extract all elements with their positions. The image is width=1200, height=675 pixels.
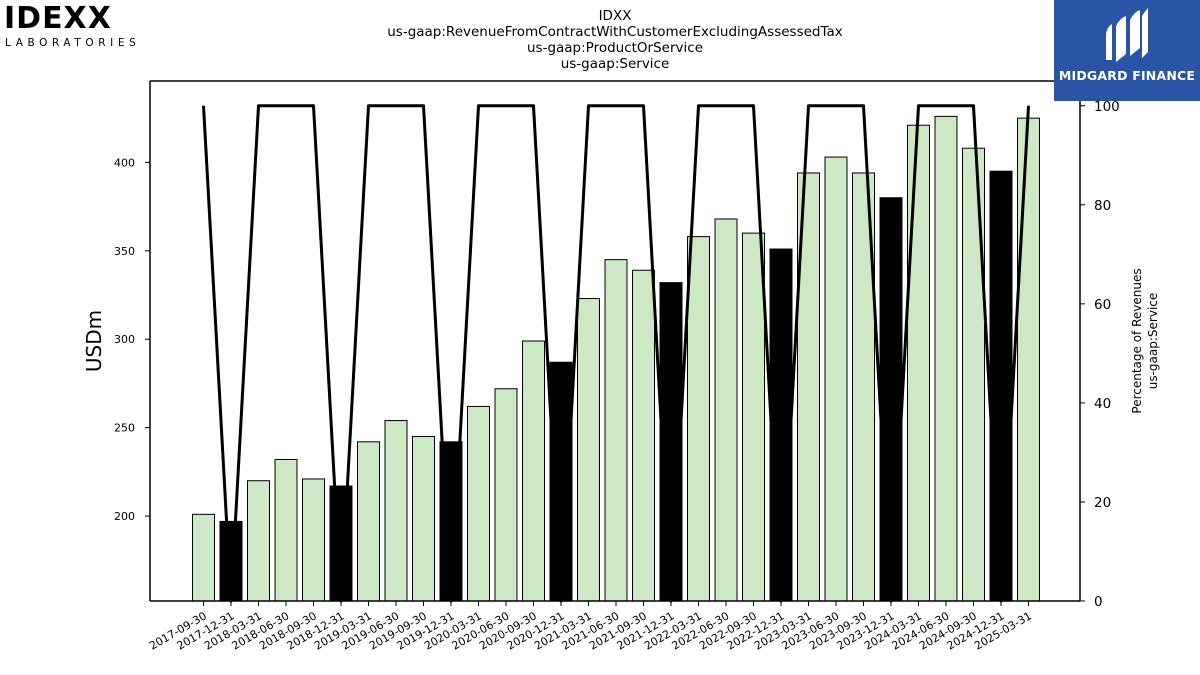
bar xyxy=(962,147,985,602)
bar xyxy=(192,513,215,602)
bar xyxy=(632,269,655,602)
y-right-axis-label: us-gaap:Service xyxy=(1146,293,1160,390)
y-right-tick-label: 40 xyxy=(1094,396,1111,412)
bar xyxy=(494,388,518,602)
y-right-axis-label: Percentage of Revenues xyxy=(1130,268,1144,413)
idexx-logo-word: IDEXX xyxy=(4,1,112,36)
bar xyxy=(274,459,298,602)
bar xyxy=(522,340,545,602)
bar xyxy=(247,480,270,602)
bar xyxy=(769,248,793,602)
y-right-tick-label: 80 xyxy=(1094,198,1111,214)
bar xyxy=(302,478,325,602)
y-tick-label: 200 xyxy=(114,510,135,523)
y-tick-label: 400 xyxy=(114,156,135,169)
bar xyxy=(687,236,710,602)
y-tick-label: 250 xyxy=(114,422,135,435)
bar xyxy=(577,298,600,602)
bar xyxy=(742,232,765,602)
bar xyxy=(714,218,738,602)
y-axis-label: USDm xyxy=(82,310,106,372)
bar xyxy=(604,259,628,602)
midgard-logo-text: MIDGARD FINANCE xyxy=(1058,68,1196,83)
y-tick-label: 350 xyxy=(114,245,135,258)
y-right-tick-label: 60 xyxy=(1094,297,1111,313)
chart-title-line: IDXX xyxy=(599,8,632,24)
y-tick-label: 300 xyxy=(114,333,135,346)
bar xyxy=(934,115,958,602)
y-right-tick-label: 20 xyxy=(1094,495,1111,511)
chart-title-line: us-gaap:RevenueFromContractWithCustomerE… xyxy=(387,24,843,40)
bar xyxy=(357,441,380,602)
bar xyxy=(384,420,408,602)
idexx-logo-sub: LABORATORIES xyxy=(5,37,141,49)
bar xyxy=(412,436,435,602)
idexx-logo: IDEXX LABORATORIES xyxy=(4,4,154,50)
bar xyxy=(824,156,848,602)
bar xyxy=(879,197,903,602)
y-right-tick-label: 0 xyxy=(1094,594,1103,610)
bar xyxy=(467,405,490,602)
bar xyxy=(907,124,930,602)
midgard-emblem-icon xyxy=(1106,8,1148,62)
bar xyxy=(989,170,1013,602)
chart-title-line: us-gaap:Service xyxy=(561,56,670,72)
chart-title-line: us-gaap:ProductOrService xyxy=(527,40,703,56)
midgard-finance-logo: MIDGARD FINANCE xyxy=(1054,0,1200,101)
y-right-tick-label: 100 xyxy=(1094,99,1120,115)
bar xyxy=(1017,117,1040,602)
